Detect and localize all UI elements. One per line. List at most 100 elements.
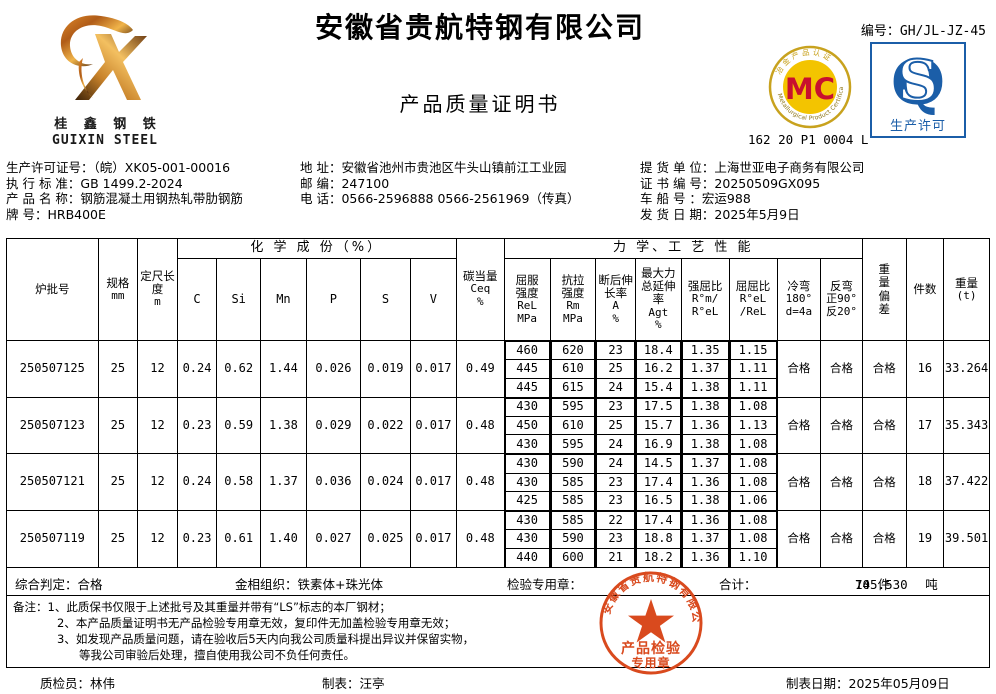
col-pieces: 件数 bbox=[905, 238, 945, 341]
svg-text:MC: MC bbox=[785, 72, 835, 106]
col-yield-ratio-label: 屈屈比 bbox=[735, 279, 771, 294]
col-yield-strength: 屈服强度 ReL MPa bbox=[503, 258, 551, 341]
cell-c: 0.23 bbox=[176, 510, 218, 568]
col-tensile-strength: 抗拉强度 Rm MPa bbox=[549, 258, 597, 341]
cell-cold-bend: 合格 bbox=[776, 340, 822, 398]
logo-text-en: GUIXIN STEEL bbox=[52, 133, 158, 148]
cell-spec: 25 bbox=[97, 340, 139, 398]
info-column-right: 提 货 单 位：上海世亚电子商务有限公司 证 书 编 号：20250509GX0… bbox=[640, 160, 996, 222]
cell-agt-1: 18.4 bbox=[635, 340, 681, 361]
svg-text:Q: Q bbox=[891, 46, 945, 119]
col-weight: 重量 (t) bbox=[943, 238, 990, 341]
info-value: （皖）XK05-001-00016 bbox=[93, 160, 231, 175]
cell-yield-strength: 430 430 425 bbox=[503, 453, 551, 512]
cell-strength-ratio-1: 1.37 bbox=[681, 454, 729, 474]
col-length-label: 定尺长度 bbox=[140, 268, 175, 297]
cell-yield-ratio-3: 1.10 bbox=[729, 547, 777, 567]
info-value: 钢筋混凝土用钢热轧带肋钢筋 bbox=[80, 191, 243, 206]
col-elongation-label: 断后伸长率 bbox=[598, 272, 633, 300]
info-column-middle: 地 址：安徽省池州市贵池区牛头山镇前江工业园 邮 编：247100 电 话：05… bbox=[300, 160, 630, 222]
logo-text-cn: 桂 鑫 钢 铁 bbox=[54, 117, 162, 132]
cell-tensile-strength-1: 585 bbox=[550, 511, 596, 531]
note-item-3: 3、如发现产品质量问题，请在验收后5天内向我公司质量科提出异议并保留实物， bbox=[57, 632, 475, 646]
col-weight-label: 重量 bbox=[955, 275, 979, 290]
cell-yield-ratio: 1.08 1.08 1.06 bbox=[728, 453, 778, 512]
svg-text:生产许可: 生产许可 bbox=[890, 119, 946, 134]
cell-strength-ratio-1: 1.36 bbox=[681, 511, 729, 531]
cell-yield-strength: 430 450 430 bbox=[503, 396, 551, 455]
cell-strength-ratio-2: 1.37 bbox=[681, 359, 729, 379]
cell-elongation: 23 25 24 bbox=[595, 340, 636, 398]
cell-tensile-strength-1: 595 bbox=[550, 397, 596, 418]
cell-agt-3: 15.4 bbox=[635, 377, 681, 397]
summary-strip: 综合判定：合格 金相组织：铁素体+珠光体 检验专用章： 合计： 70 件 145… bbox=[6, 568, 990, 596]
cell-yield-ratio-1: 1.08 bbox=[729, 454, 777, 474]
info-row: 邮 编：247100 bbox=[300, 176, 630, 192]
cell-elongation-1: 24 bbox=[596, 454, 635, 474]
col-elongation: 断后伸长率 A % bbox=[595, 258, 636, 341]
info-column-left: 生产许可证号：（皖）XK05-001-00016 执 行 标 准：GB 1499… bbox=[6, 160, 296, 222]
col-cold-bend-l2: d=4a bbox=[785, 305, 813, 319]
cell-elongation-1: 23 bbox=[596, 340, 635, 361]
prepare-date: 制表日期：2025年05月09日 bbox=[786, 676, 950, 691]
cell-reverse-bend: 合格 bbox=[820, 510, 863, 568]
cell-heat-no: 250507123 bbox=[6, 396, 99, 455]
col-yield-strength-sym: ReL bbox=[517, 299, 538, 313]
cell-agt: 17.4 18.8 18.2 bbox=[634, 510, 682, 568]
cell-yield-ratio-3: 1.06 bbox=[729, 491, 777, 511]
cell-agt-2: 17.4 bbox=[635, 472, 681, 493]
info-row: 地 址：安徽省池州市贵池区牛头山镇前江工业园 bbox=[300, 160, 630, 176]
notes-label: 备注： bbox=[13, 600, 48, 614]
cell-strength-ratio-2: 1.36 bbox=[681, 416, 729, 436]
cell-elongation-1: 22 bbox=[596, 511, 635, 531]
cell-agt: 17.5 15.7 16.9 bbox=[634, 396, 682, 455]
table-header: 炉批号 规格 mm 定尺长度 m 化 学 成 份（%） 碳当量 Ceq % 力 … bbox=[6, 238, 990, 341]
note-item-1: 1、此质保书仅限于上述批号及其重量并带有“LS”标志的本厂钢材； bbox=[47, 600, 391, 614]
table-row: 250507121 25 12 0.24 0.58 1.37 0.036 0.0… bbox=[6, 453, 990, 512]
cell-agt-2: 18.8 bbox=[635, 529, 681, 549]
cell-yield-strength-2: 450 bbox=[504, 416, 550, 436]
note-item-2: 2、本产品质量证明书无产品检验专用章无效，复印件无加盖检验专用章无效； bbox=[57, 616, 456, 630]
col-ceq-label: 碳当量 bbox=[463, 269, 498, 284]
col-agt: 最大力总延伸率 Agt % bbox=[634, 258, 682, 341]
cell-yield-ratio: 1.08 1.13 1.08 bbox=[728, 396, 778, 455]
info-value: 上海世亚电子商务有限公司 bbox=[714, 160, 865, 175]
info-label: 电 话： bbox=[300, 191, 342, 206]
cell-c: 0.23 bbox=[176, 396, 218, 455]
table-body: 250507125 25 12 0.24 0.62 1.44 0.026 0.0… bbox=[6, 340, 990, 568]
col-strength-ratio-l1: R°m/ bbox=[691, 292, 719, 306]
col-yield-strength-label: 屈服强度 bbox=[515, 272, 539, 300]
cell-yield-ratio: 1.15 1.11 1.11 bbox=[728, 340, 778, 398]
cell-elongation: 23 25 24 bbox=[595, 396, 636, 455]
cell-spec: 25 bbox=[97, 453, 139, 512]
info-value: 宏运988 bbox=[701, 191, 751, 206]
col-tensile-strength-unit: MPa bbox=[563, 311, 583, 325]
cell-reverse-bend: 合格 bbox=[820, 340, 863, 398]
cell-tensile-strength: 585 590 600 bbox=[549, 510, 597, 568]
cell-agt-1: 14.5 bbox=[635, 454, 681, 474]
cell-tensile-strength-2: 585 bbox=[550, 472, 596, 493]
info-value: 247100 bbox=[341, 175, 390, 191]
cell-s: 0.019 bbox=[359, 340, 411, 398]
cell-strength-ratio: 1.38 1.36 1.38 bbox=[680, 396, 730, 455]
col-tensile-strength-label: 抗拉强度 bbox=[561, 272, 585, 300]
certificate-table: 炉批号 规格 mm 定尺长度 m 化 学 成 份（%） 碳当量 Ceq % 力 … bbox=[6, 238, 990, 568]
col-ceq-sym: Ceq bbox=[470, 282, 491, 296]
info-label: 生产许可证号： bbox=[6, 160, 94, 175]
info-row: 发 货 日 期：2025年5月9日 bbox=[640, 207, 996, 223]
cell-yield-strength-2: 430 bbox=[504, 529, 550, 549]
info-label: 牌 号： bbox=[6, 206, 48, 222]
cell-s: 0.024 bbox=[359, 453, 411, 512]
col-strength-ratio-l2: R°eL bbox=[691, 305, 719, 319]
col-ceq: 碳当量 Ceq % bbox=[455, 238, 505, 341]
cell-strength-ratio-3: 1.38 bbox=[681, 491, 729, 511]
note-item-4: 等我公司审验后处理，擅自使用我公司不负任何责任。 bbox=[79, 648, 355, 662]
cell-tensile-strength-1: 590 bbox=[550, 454, 596, 474]
cell-mn: 1.37 bbox=[260, 453, 307, 512]
cell-yield-ratio-3: 1.11 bbox=[729, 377, 777, 397]
cell-agt-1: 17.4 bbox=[635, 511, 681, 531]
cell-agt-3: 16.9 bbox=[635, 434, 681, 454]
info-row bbox=[300, 207, 630, 223]
cell-strength-ratio: 1.37 1.36 1.38 bbox=[680, 453, 730, 512]
